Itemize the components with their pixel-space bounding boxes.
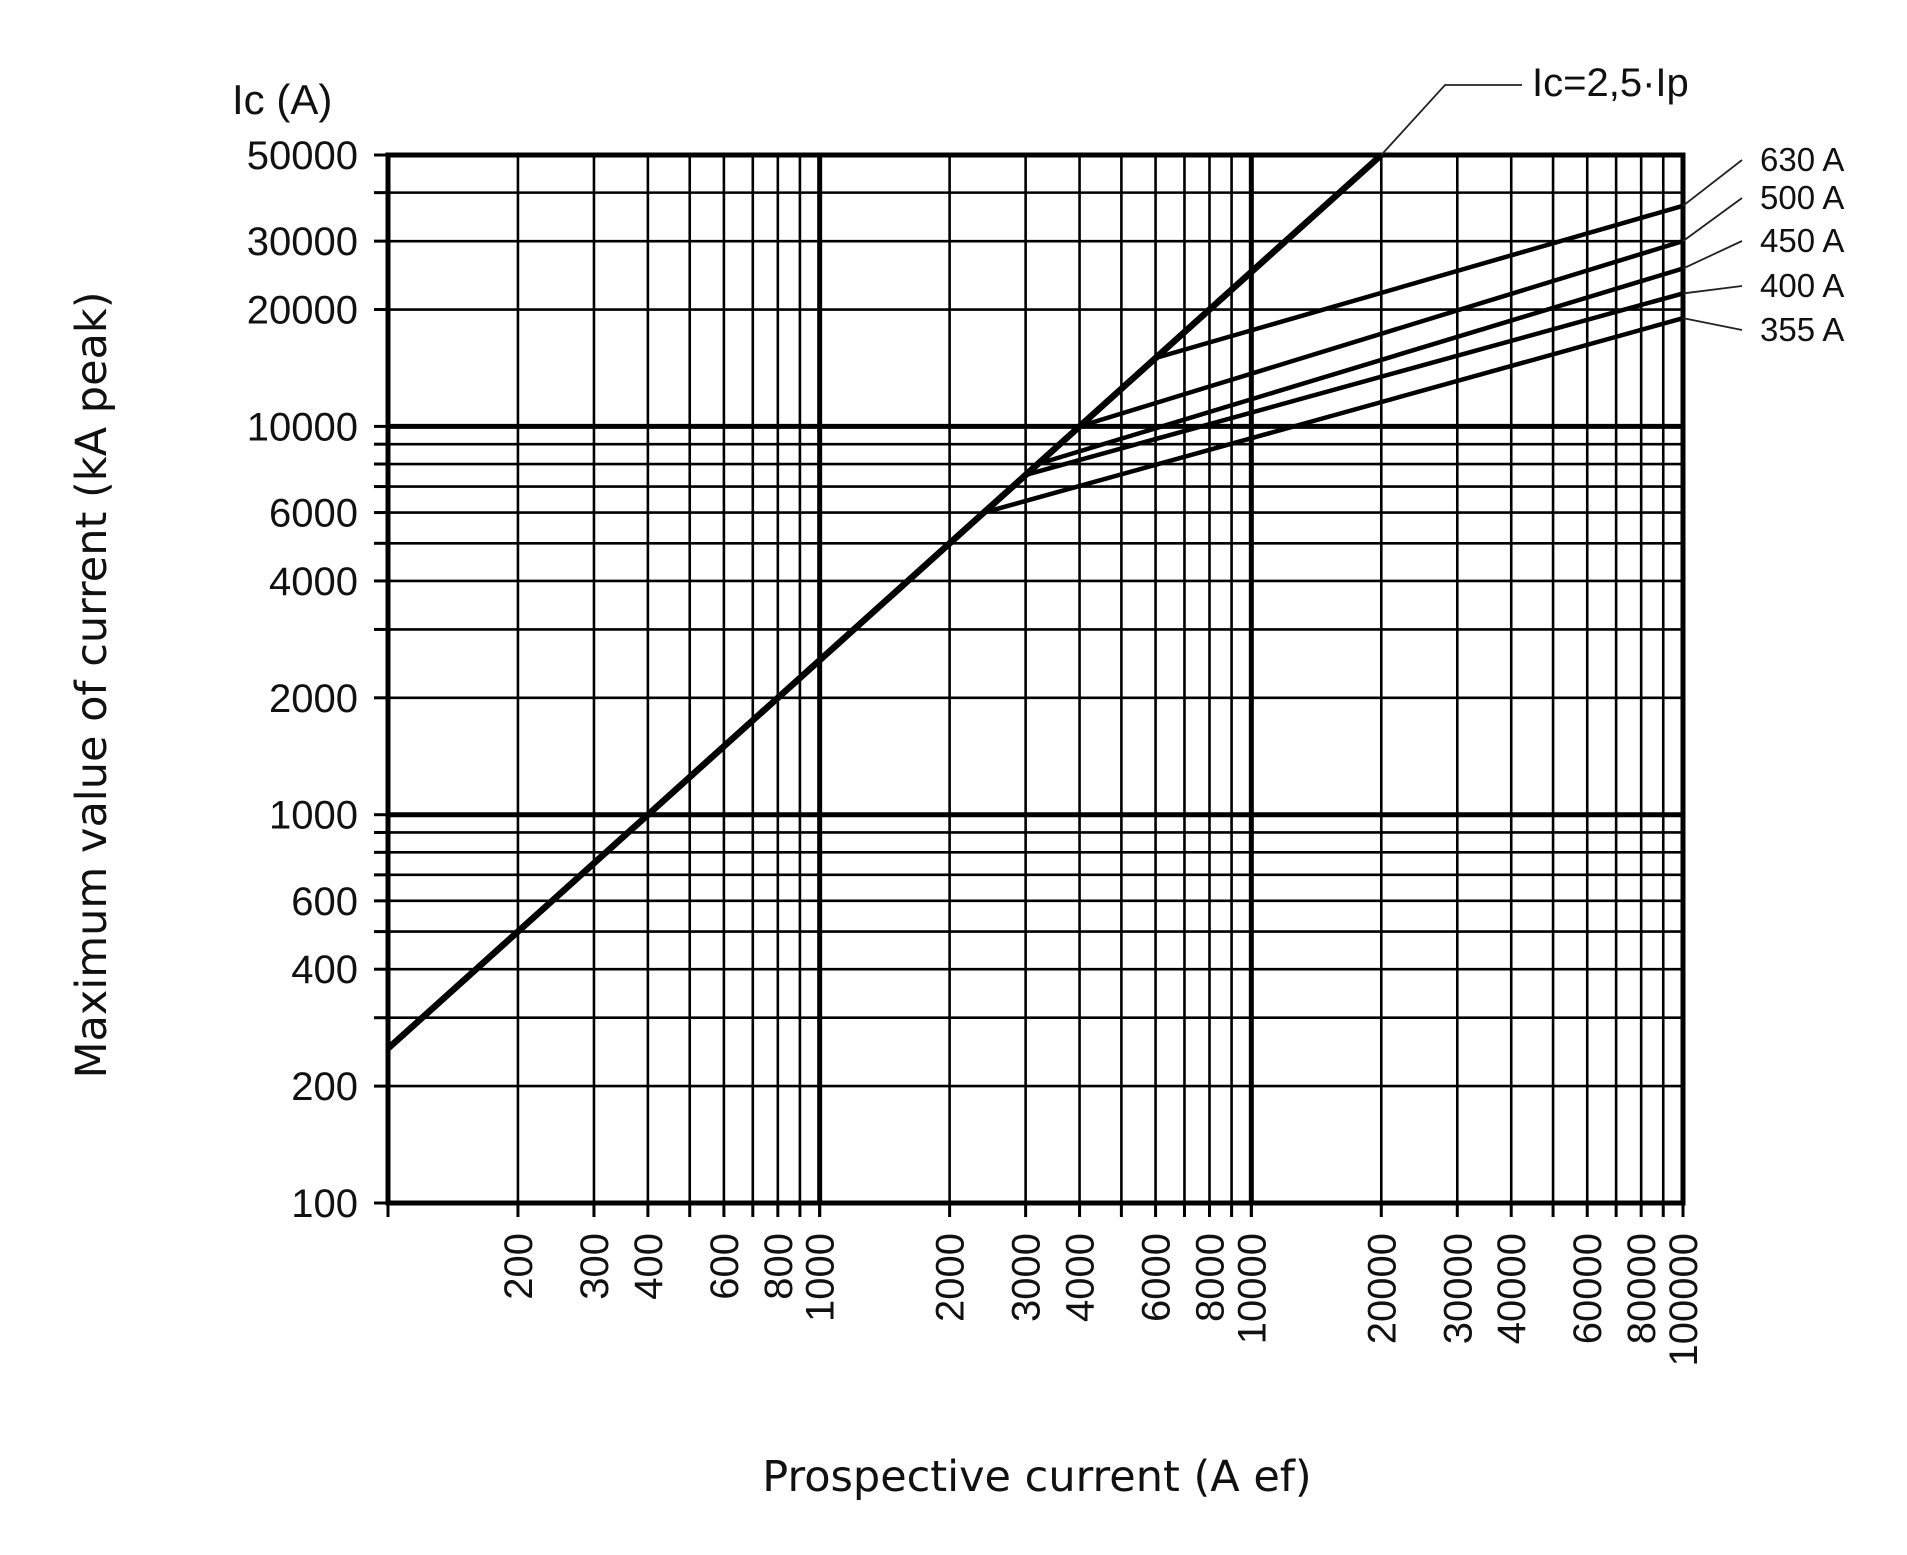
leader-line [1682, 240, 1743, 270]
x-tick-label: 8000 [1189, 1233, 1233, 1322]
leader-line [1682, 197, 1743, 242]
series-label-400-a: 400 A [1760, 267, 1844, 304]
leader-lines [1380, 84, 1743, 331]
x-tick-label: 600 [703, 1233, 747, 1300]
plot-frame [374, 152, 1686, 1217]
plot-border [385, 152, 1686, 1206]
leader-line [1682, 159, 1743, 207]
y-tick-label: 1000 [269, 794, 358, 838]
x-tick-label: 60000 [1566, 1233, 1610, 1344]
x-tick-label: 800 [757, 1233, 801, 1300]
x-tick-label: 6000 [1135, 1233, 1179, 1322]
x-axis-label: Prospective current (A ef) [762, 1452, 1311, 1502]
y-axis-label: Maximum value of current (kA peak) [67, 291, 117, 1078]
y-tick-label: 50000 [247, 134, 358, 178]
x-tick-label: 300 [573, 1233, 617, 1300]
leader-line [1682, 317, 1743, 331]
x-tick-label: 3000 [1005, 1233, 1049, 1322]
series-label-355-a: 355 A [1760, 311, 1844, 348]
leader-line [1380, 84, 1522, 156]
series-lines [385, 152, 1684, 1051]
x-tick-label: 10000 [1230, 1233, 1274, 1344]
x-tick-label: 200 [497, 1233, 541, 1300]
series-line-400-a [1025, 291, 1684, 478]
series-label-630-a: 630 A [1760, 141, 1844, 178]
x-tick-label: 30000 [1436, 1233, 1480, 1344]
series-label-450-a: 450 A [1760, 222, 1844, 259]
x-tick-label: 2000 [929, 1233, 973, 1322]
series-line-355-a [983, 316, 1684, 515]
tick-labels: 100 200 400 600 1000 2000 4000 6000 10000 20000 30… [247, 134, 1706, 1366]
grid [388, 155, 1683, 1203]
series-line-ic-2-5-ip [385, 152, 1384, 1051]
x-tick-label: 40000 [1490, 1233, 1534, 1344]
x-tick-label: 20000 [1360, 1233, 1404, 1344]
series-line-500-a [1078, 238, 1684, 429]
y-tick-label: 4000 [269, 560, 358, 604]
series-line-450-a [1037, 266, 1684, 467]
y-unit-label: Ic (A) [232, 76, 332, 123]
x-tick-label: 4000 [1059, 1233, 1103, 1322]
series-line-630-a [1154, 203, 1684, 361]
x-tick-label: 400 [627, 1233, 671, 1300]
series-label-ic-2-5-ip: Ic=2,5·Ip [1532, 61, 1689, 105]
y-tick-label: 600 [291, 880, 358, 924]
y-tick-label: 30000 [247, 220, 358, 264]
y-tick-label: 400 [291, 948, 358, 992]
x-tick-label: 80000 [1620, 1233, 1664, 1344]
y-tick-label: 20000 [247, 289, 358, 333]
x-tick-label: 100000 [1662, 1233, 1706, 1366]
x-tick-label: 1000 [799, 1233, 843, 1322]
y-tick-label: 100 [291, 1182, 358, 1226]
leader-line [1682, 285, 1743, 295]
y-tick-label: 6000 [269, 492, 358, 536]
y-tick-label: 2000 [269, 677, 358, 721]
series-label-500-a: 500 A [1760, 179, 1844, 216]
y-tick-label: 10000 [247, 405, 358, 449]
y-tick-label: 200 [291, 1065, 358, 1109]
